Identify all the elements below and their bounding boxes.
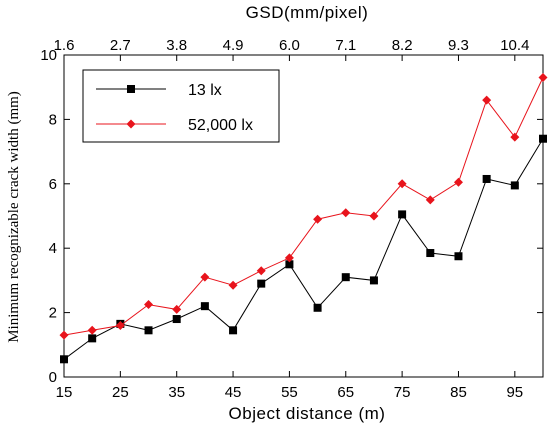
legend-label-13lx: 13 lx <box>188 82 222 99</box>
x-tick-label: 65 <box>337 384 354 401</box>
x-tick-label: 15 <box>56 384 73 401</box>
top-tick-label: 2.7 <box>110 37 131 54</box>
series-line-52000lx <box>63 77 544 336</box>
data-point-52000lx <box>172 304 182 314</box>
x-axis-title: Object distance (m) <box>229 404 386 423</box>
data-point-13lx <box>539 134 547 143</box>
legend-marker-13lx <box>127 85 135 93</box>
data-point-52000lx <box>144 300 154 310</box>
data-point-13lx <box>200 302 209 311</box>
data-point-52000lx <box>59 330 69 340</box>
y-axis-title: Minimum recognizable crack width (mm) <box>6 91 22 343</box>
data-point-52000lx <box>369 211 379 221</box>
data-point-13lx <box>482 174 491 183</box>
data-point-13lx <box>510 181 519 190</box>
data-point-52000lx <box>115 320 125 330</box>
top-tick-label: 6.0 <box>279 37 300 54</box>
data-point-13lx <box>454 252 463 261</box>
data-point-52000lx <box>200 272 210 282</box>
y-tick-label: 4 <box>49 240 57 257</box>
x-tick-label: 45 <box>225 384 242 401</box>
y-tick-label: 2 <box>49 305 57 322</box>
data-point-52000lx <box>284 253 294 263</box>
data-point-52000lx <box>87 325 97 335</box>
top-tick-label: 3.8 <box>166 37 187 54</box>
plot-area-border <box>63 54 544 378</box>
x-tick-label: 85 <box>450 384 467 401</box>
y-tick-label: 8 <box>49 111 57 128</box>
y-tick-label: 6 <box>49 176 57 193</box>
data-point-52000lx <box>538 73 548 83</box>
top-axis-title: GSD(mm/pixel) <box>246 3 369 22</box>
data-point-52000lx <box>341 208 351 218</box>
legend-marker-52000lx <box>126 119 136 129</box>
data-point-13lx <box>88 334 97 343</box>
legend-label-52000lx: 52,000 lx <box>188 117 253 134</box>
top-tick-label: 1.6 <box>54 37 75 54</box>
data-point-13lx <box>172 315 181 324</box>
top-tick-label: 7.1 <box>335 37 356 54</box>
x-tick-label: 55 <box>281 384 298 401</box>
top-tick-label: 8.2 <box>392 37 413 54</box>
data-point-52000lx <box>510 132 520 142</box>
data-point-13lx <box>369 276 378 285</box>
legend-box <box>82 69 280 143</box>
x-tick-label: 35 <box>168 384 185 401</box>
data-point-13lx <box>144 326 153 335</box>
top-tick-label: 4.9 <box>223 37 244 54</box>
data-point-52000lx <box>482 95 492 105</box>
x-tick-label: 95 <box>506 384 523 401</box>
data-point-13lx <box>285 260 294 269</box>
data-point-13lx <box>257 279 266 288</box>
data-point-13lx <box>426 249 435 258</box>
data-point-13lx <box>313 303 322 312</box>
y-tick-label: 10 <box>40 47 57 64</box>
series-line-13lx <box>63 138 544 360</box>
data-point-52000lx <box>397 179 407 189</box>
data-point-52000lx <box>313 214 323 224</box>
data-point-52000lx <box>453 177 463 187</box>
data-point-52000lx <box>425 195 435 205</box>
data-point-13lx <box>60 355 68 364</box>
data-point-13lx <box>341 273 350 282</box>
top-tick-label: 9.3 <box>448 37 469 54</box>
y-tick-label: 0 <box>49 369 57 386</box>
plot-frame <box>63 54 544 378</box>
series-layer <box>59 73 548 364</box>
x-tick-label: 75 <box>394 384 411 401</box>
data-point-13lx <box>398 210 407 219</box>
data-point-13lx <box>229 326 238 335</box>
ticks-layer: 15 25 35 45 55 65 75 85 95 1.6 2.7 3.8 4.9 6.0 7.1 8.2 9… <box>40 37 543 401</box>
top-tick-label: 10.4 <box>500 37 529 54</box>
x-tick-label: 25 <box>112 384 129 401</box>
data-point-52000lx <box>256 266 266 276</box>
legend: 13 lx 52,000 lx <box>82 69 280 143</box>
data-point-52000lx <box>228 280 238 290</box>
